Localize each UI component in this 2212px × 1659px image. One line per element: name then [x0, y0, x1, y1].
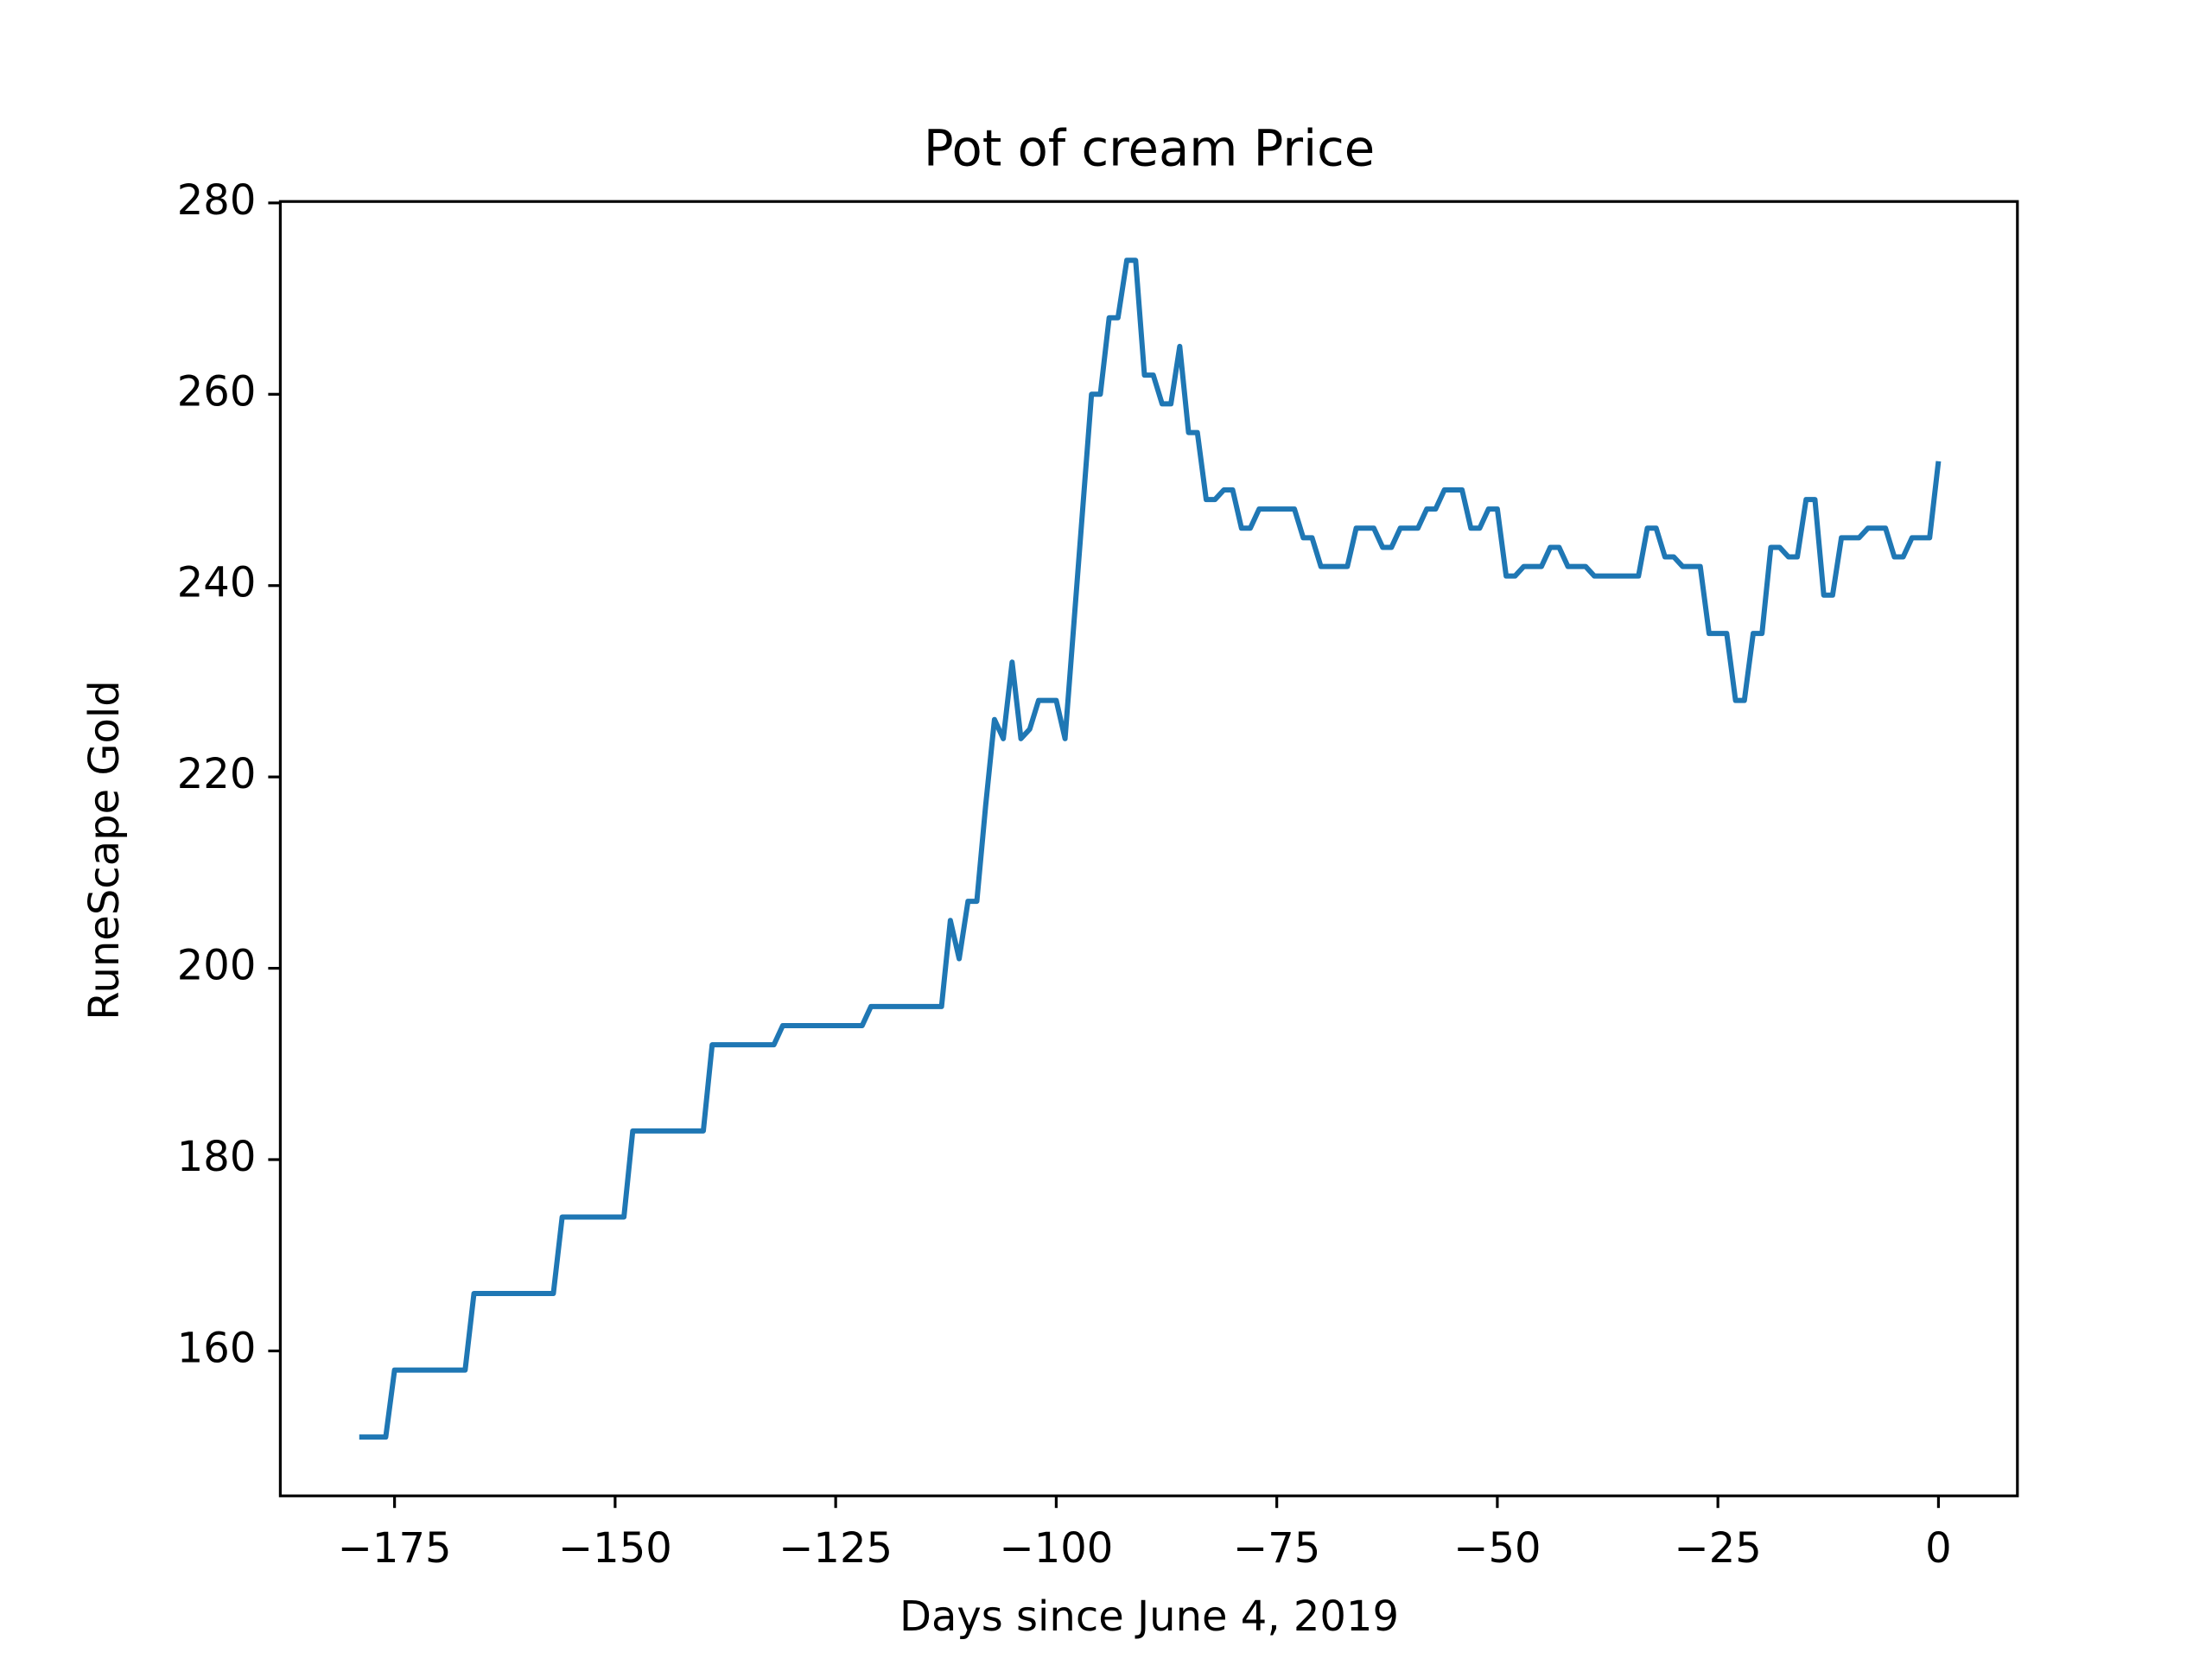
y-tick-label: 160	[177, 1324, 257, 1372]
y-tick-label: 260	[177, 367, 257, 416]
x-tick-label: 0	[1925, 1524, 1952, 1573]
y-tick-label: 220	[177, 750, 257, 798]
x-tick-label: −175	[338, 1524, 452, 1573]
x-tick-label: −50	[1453, 1524, 1541, 1573]
plot-frame	[278, 200, 2019, 1497]
y-tick-label: 180	[177, 1133, 257, 1181]
y-tick-label: 240	[177, 559, 257, 607]
y-tick-label: 200	[177, 942, 257, 990]
x-tick-label: −25	[1675, 1524, 1762, 1573]
chart-title: Pot of cream Price	[924, 120, 1375, 178]
data-line	[359, 257, 1942, 1440]
x-tick-label: −125	[779, 1524, 893, 1573]
x-tick-label: −100	[999, 1524, 1113, 1573]
y-axis-label: RuneScape Gold	[80, 680, 129, 1020]
x-tick-label: −150	[558, 1524, 672, 1573]
x-tick-label: −75	[1233, 1524, 1320, 1573]
y-tick-label: 280	[177, 176, 257, 225]
x-axis-label: Days since June 4, 2019	[899, 1592, 1399, 1641]
